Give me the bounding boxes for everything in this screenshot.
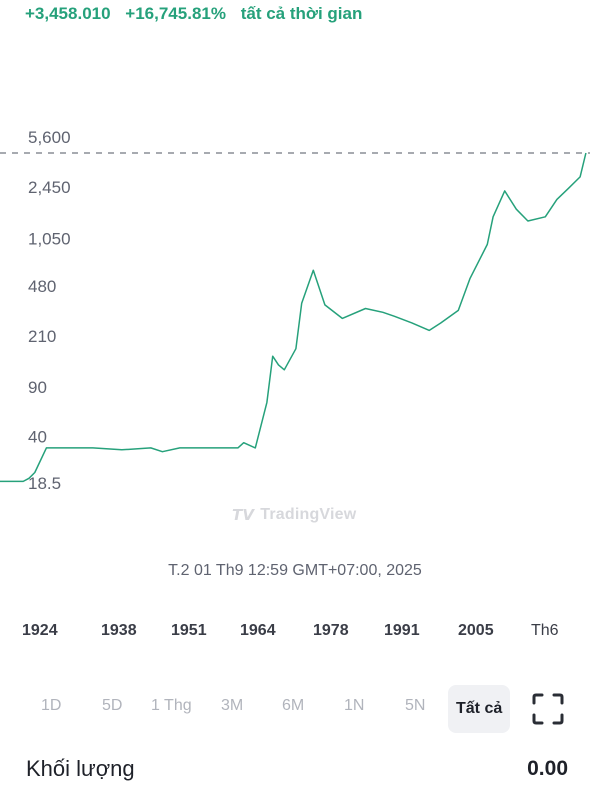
y-tick-label: 40 (28, 427, 47, 446)
time-range-selector: 1D 5D 1 Thg 3M 6M 1N 5N Tất cả (0, 685, 600, 735)
y-tick-label: 5,600 (28, 128, 71, 147)
y-axis: 5,600 2,450 1,050 480 210 90 40 18.5 (28, 128, 71, 493)
price-chart[interactable]: 5,600 2,450 1,050 480 210 90 40 18.5 (0, 110, 600, 540)
x-tick-label: 1978 (313, 622, 349, 639)
tradingview-logo-icon: 𝙏𝙑 (232, 507, 255, 524)
x-tick-label: 1938 (101, 622, 137, 639)
x-tick-label: 1951 (171, 622, 207, 639)
range-button-6[interactable]: 1N (344, 697, 365, 714)
chart-timestamp: T.2 01 Th9 12:59 GMT+07:00, 2025 (168, 562, 422, 579)
tradingview-watermark: 𝙏𝙑 TradingView (232, 506, 356, 524)
y-tick-label: 90 (28, 378, 47, 397)
y-tick-label: 18.5 (28, 474, 61, 493)
x-tick-label: 1964 (240, 622, 276, 639)
x-tick-label: 1924 (22, 622, 58, 639)
range-button-5[interactable]: 6M (282, 697, 305, 714)
range-button-4[interactable]: 3M (221, 697, 244, 714)
range-button-2[interactable]: 5D (102, 697, 123, 714)
watermark-text: TradingView (260, 506, 357, 523)
range-button-8[interactable]: Tất cả (448, 685, 511, 733)
y-tick-label: 480 (28, 277, 56, 296)
change-percent: +16,745.81% (125, 4, 226, 23)
price-series-line (0, 152, 587, 483)
price-chart-svg[interactable]: 5,600 2,450 1,050 480 210 90 40 18.5 (0, 110, 600, 540)
range-button-1[interactable]: 1D (41, 697, 62, 714)
volume-row: Khối lượng 0.00 (26, 756, 568, 782)
range-button-7[interactable]: 5N (405, 697, 426, 714)
change-absolute: +3,458.010 (25, 4, 111, 23)
volume-value: 0.00 (527, 757, 568, 780)
range-button-3[interactable]: 1 Thg (151, 697, 192, 714)
volume-label: Khối lượng (26, 756, 135, 781)
x-tick-label: 1991 (384, 622, 420, 639)
x-tick-label: Th6 (531, 622, 559, 639)
y-tick-label: 1,050 (28, 229, 71, 248)
x-tick-label: 2005 (458, 622, 494, 639)
change-period: tất cả thời gian (240, 4, 363, 23)
performance-header: +3,458.010 +16,745.81% tất cả thời gian (25, 4, 372, 24)
x-axis-labels: 1924 1938 1951 1964 1978 1991 2005 Th6 (0, 622, 600, 648)
y-tick-label: 210 (28, 327, 56, 346)
y-tick-label: 2,450 (28, 178, 71, 197)
fullscreen-icon[interactable] (531, 692, 565, 726)
